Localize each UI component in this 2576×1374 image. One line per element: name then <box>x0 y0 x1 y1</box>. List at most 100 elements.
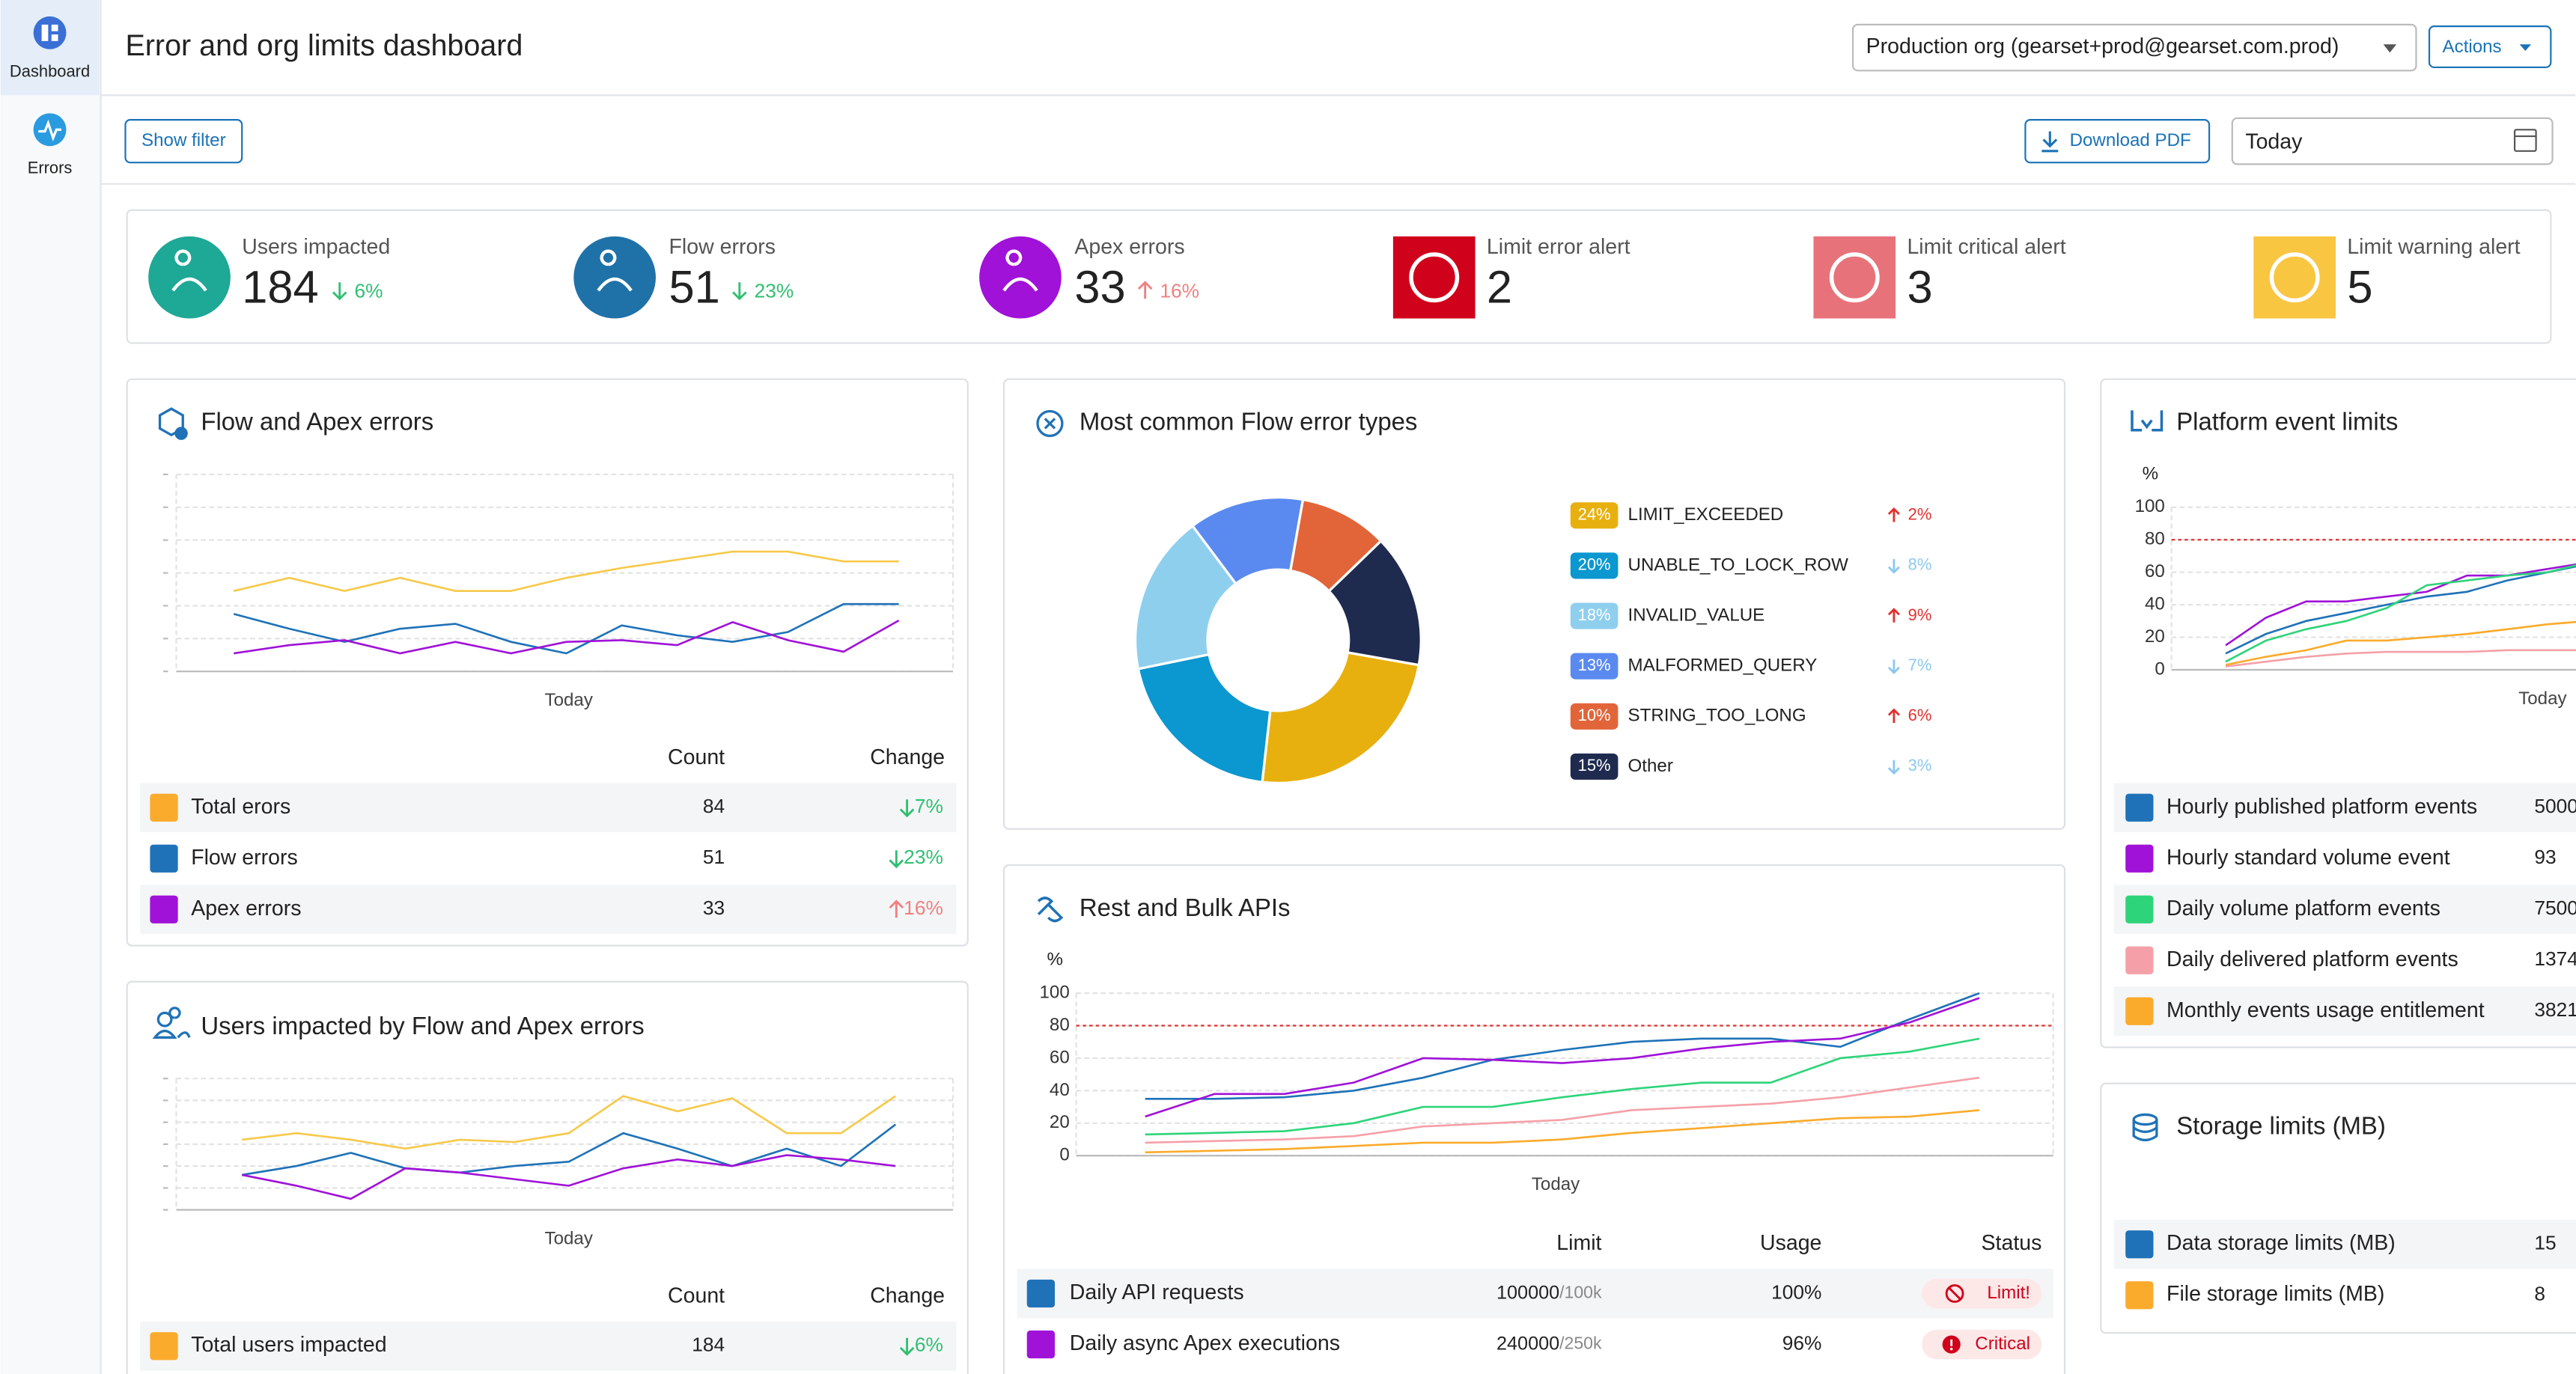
row-name: Daily volume platform events <box>2167 897 2440 920</box>
legend-change: 9% <box>1908 605 1932 624</box>
legend-change: 7% <box>1908 656 1932 674</box>
panel-icon <box>1036 409 1064 438</box>
row-usage: 100% <box>1771 1280 1821 1303</box>
change-arrow <box>1887 608 1900 623</box>
row-name: Monthly events usage entitlement <box>2167 998 2485 1022</box>
show-filter-label[interactable]: Show filter <box>141 130 226 150</box>
line-series <box>1145 1037 1980 1136</box>
panel-icon <box>152 1007 191 1039</box>
table-header: Usage <box>1760 1231 1821 1255</box>
line-series <box>2225 620 2576 666</box>
row-limit: 100000/100k <box>1496 1282 1602 1303</box>
row-bg <box>2113 1219 2576 1269</box>
change-arrow <box>732 282 747 301</box>
icon-part <box>41 24 49 41</box>
date-input[interactable] <box>2231 117 2554 165</box>
line-series <box>2225 564 2576 663</box>
row-value: 3821 <box>2534 998 2576 1021</box>
dashboard-icon <box>33 16 67 49</box>
panel-title: Most common Flow error types <box>1080 408 1417 436</box>
table-header: Change <box>870 1283 945 1307</box>
row-swatch <box>2125 793 2154 822</box>
kpi-value: 184 <box>242 261 318 313</box>
status-label: Limit! <box>1987 1283 2030 1303</box>
limit-max: /100k <box>1559 1283 1602 1302</box>
legend-pill <box>1570 703 1619 730</box>
kpi-change: 16% <box>1160 279 1199 302</box>
download-icon <box>2041 131 2059 153</box>
kpi-icon <box>148 236 231 319</box>
panel-icon <box>1044 418 1056 430</box>
legend-pill <box>1570 502 1619 529</box>
y-tick-label: 100 <box>2135 496 2165 516</box>
row-swatch <box>150 844 178 873</box>
row-change: 7% <box>915 795 943 817</box>
change-arrow <box>889 900 904 918</box>
x-axis-label: Today <box>545 1229 593 1249</box>
legend-label: Other <box>1628 756 1673 776</box>
download-label[interactable]: Download PDF <box>2070 130 2191 150</box>
y-tick-label: 80 <box>1050 1015 1070 1035</box>
download-button[interactable] <box>2024 119 2211 164</box>
kpi-change: 23% <box>755 279 794 302</box>
panel-title: Rest and Bulk APIs <box>1080 894 1291 921</box>
y-tick-label: 40 <box>1050 1080 1070 1100</box>
row-change: 23% <box>904 846 943 868</box>
y-tick-label: 0 <box>2155 659 2164 679</box>
legend-change: 6% <box>1908 706 1932 724</box>
row-name: File storage limits (MB) <box>2167 1282 2384 1306</box>
line-series <box>2225 649 2576 668</box>
calendar-icon <box>2513 129 2537 152</box>
kpi-panel <box>126 209 2552 344</box>
kpi-label: Limit error alert <box>1487 235 1630 259</box>
kpi-glyph <box>597 249 633 292</box>
status-icon <box>1948 1286 1961 1301</box>
kpi-glyph <box>171 249 207 292</box>
change-arrow <box>899 799 915 818</box>
table-header: Limit <box>1556 1231 1601 1255</box>
table-header: Status <box>1982 1231 2042 1255</box>
date-value[interactable]: Today <box>2245 129 2303 153</box>
row-name: Hourly published platform events <box>2167 795 2477 819</box>
line-series <box>241 1154 896 1200</box>
kpi-icon <box>1392 236 1476 319</box>
kpi-glyph <box>1002 249 1038 292</box>
panel-icon <box>174 427 188 440</box>
row-swatch <box>2125 844 2154 873</box>
org-select-text[interactable]: Production org (gearset+prod@gearset.com… <box>1866 34 2339 58</box>
org-select[interactable] <box>1851 23 2417 72</box>
nav-label[interactable]: Errors <box>28 159 73 177</box>
line-series <box>233 550 899 593</box>
status-label: Critical <box>1975 1334 2030 1354</box>
donut-slice <box>1327 539 1422 667</box>
line-series <box>2225 563 2576 647</box>
kpi-label: Limit warning alert <box>2347 235 2520 259</box>
row-value: 1374 <box>2534 947 2576 970</box>
y-tick-label: 40 <box>2145 593 2165 614</box>
change-arrow <box>1887 659 1900 674</box>
line-series <box>241 1123 897 1176</box>
legend-label: LIMIT_EXCEEDED <box>1628 504 1784 525</box>
change-arrow <box>1137 281 1153 299</box>
kpi-label: Limit critical alert <box>1907 235 2065 259</box>
actions-button[interactable] <box>2428 25 2552 69</box>
row-swatch <box>2125 997 2154 1025</box>
nav-label[interactable]: Dashboard <box>10 61 90 80</box>
legend-percent: 18% <box>1578 605 1611 624</box>
panel-title: Storage limits (MB) <box>2176 1112 2386 1140</box>
status-icon <box>1949 1347 1953 1351</box>
y-tick-label: 60 <box>1050 1047 1070 1067</box>
panel <box>126 980 969 1374</box>
icon-part <box>51 34 58 41</box>
panel-icon <box>2131 410 2164 432</box>
row-swatch <box>150 1332 178 1361</box>
row-name: Daily delivered platform events <box>2167 947 2458 971</box>
legend-label: STRING_TOO_LONG <box>1628 706 1806 726</box>
row-bg <box>140 885 957 935</box>
x-axis-label: Today <box>545 690 593 710</box>
panel-icon <box>1037 897 1064 923</box>
actions-label[interactable]: Actions <box>2443 37 2502 57</box>
kpi-value: 2 <box>1487 261 1512 313</box>
show-filter-button[interactable] <box>124 119 243 164</box>
row-bg <box>1017 1268 2053 1319</box>
